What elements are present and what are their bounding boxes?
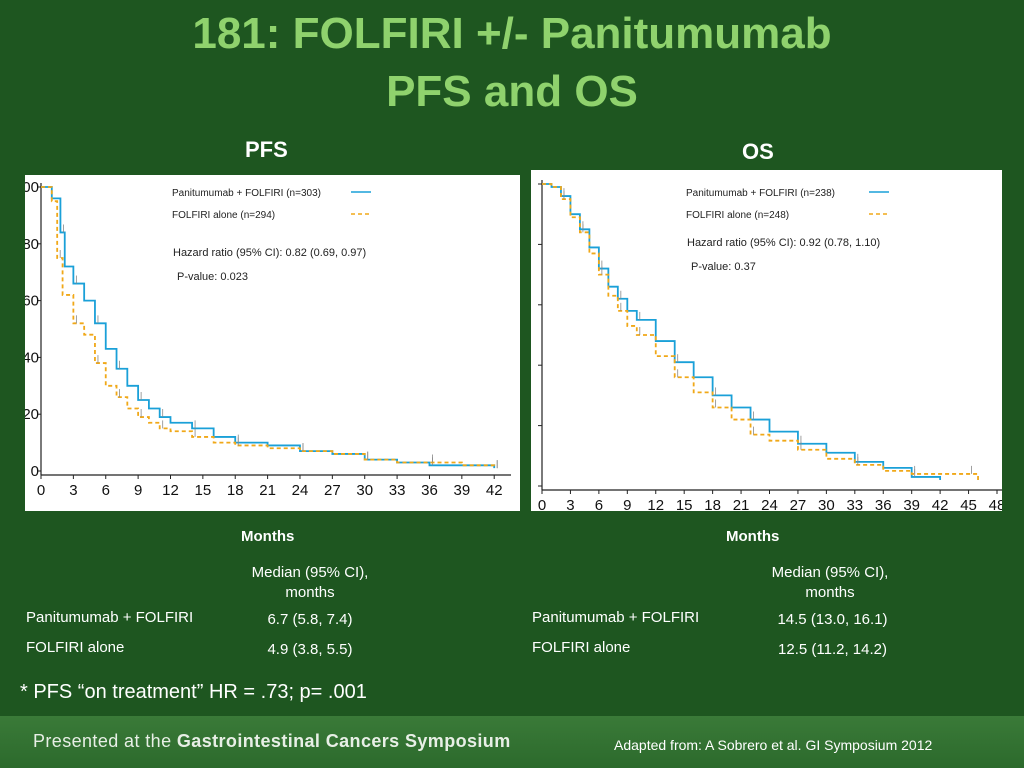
x-tick-label: 39 [903, 497, 920, 511]
x-tick-label: 9 [623, 497, 631, 511]
x-tick-label: 3 [69, 482, 77, 499]
pfs-chart-svg: 02040608010003691215182124273033363942Pa… [25, 179, 511, 499]
y-tick-label: 20 [25, 406, 39, 423]
x-tick-label: 0 [37, 482, 45, 499]
x-tick-label: 42 [932, 497, 949, 511]
footer-bar: Presented at the Gastrointestinal Cancer… [0, 716, 1024, 768]
x-tick-label: 33 [846, 497, 863, 511]
footnote: * PFS “on treatment” HR = .73; p= .001 [20, 681, 367, 703]
os-row-arm-1: Panitumumab + FOLFIRI [532, 609, 700, 626]
x-tick-label: 24 [761, 497, 778, 511]
x-tick-label: 21 [259, 482, 276, 499]
panitumumab-folfiri-curve [542, 183, 942, 480]
x-tick-label: 24 [292, 482, 309, 499]
hazard-ratio-text: Hazard ratio (95% CI): 0.82 (0.69, 0.97) [173, 247, 366, 259]
legend-label: FOLFIRI alone (n=294) [172, 210, 275, 221]
x-tick-label: 3 [566, 497, 574, 511]
os-row-value-1: 14.5 (13.0, 16.1) [777, 611, 888, 628]
x-tick-label: 27 [790, 497, 807, 511]
x-tick-label: 9 [134, 482, 142, 499]
x-tick-label: 12 [162, 482, 179, 499]
pfs-row-value-1: 6.7 (5.8, 7.4) [267, 611, 353, 628]
x-tick-label: 18 [227, 482, 244, 499]
x-tick-label: 6 [595, 497, 603, 511]
pfs-table-header: Median (95% CI), months [251, 564, 369, 601]
os-row-value-2: 12.5 (11.2, 14.2) [778, 641, 887, 658]
x-tick-label: 15 [676, 497, 693, 511]
x-tick-label: 12 [647, 497, 664, 511]
p-value-text: P-value: 0.37 [691, 261, 756, 273]
x-tick-label: 33 [389, 482, 406, 499]
presented-prefix: Presented at the [33, 731, 172, 751]
os-chart-svg: 0 3 6 9 12 15 18 21 24 27 30 33 36 39 42 45 48Panitumuma… [538, 180, 1002, 511]
panitumumab-folfiri-curve [41, 186, 496, 469]
x-tick-label: 36 [421, 482, 438, 499]
x-tick-label: 27 [324, 482, 341, 499]
y-tick-label: 80 [25, 236, 39, 253]
source-citation: Adapted from: A Sobrero et al. GI Sympos… [614, 737, 933, 753]
folfiri-alone-curve [41, 186, 496, 469]
legend-label: Panitumumab + FOLFIRI (n=238) [686, 188, 835, 199]
pfs-row-value-2: 4.9 (3.8, 5.5) [267, 641, 353, 658]
x-tick-label: 39 [453, 482, 470, 499]
folfiri-alone-curve [542, 183, 979, 483]
p-value-text: P-value: 0.023 [177, 271, 248, 283]
y-tick-label: 100 [25, 179, 39, 196]
os-kaplan-meier-chart: 0 3 6 9 12 15 18 21 24 27 30 33 36 39 42 45 48 Panitumuma… [531, 170, 1002, 511]
pfs-panel-title: PFS [245, 137, 288, 162]
pfs-x-axis-label: Months [241, 528, 295, 545]
x-tick-label: 30 [356, 482, 373, 499]
slide-title-line1: 181: FOLFIRI +/- Panitumumab [192, 9, 832, 58]
presented-event: Gastrointestinal Cancers Symposium [176, 731, 511, 751]
legend-label: FOLFIRI alone (n=248) [686, 210, 789, 221]
slide-title-line2: PFS and OS [386, 67, 638, 116]
x-tick-label: 0 [538, 497, 546, 511]
os-table-header: Median (95% CI), months [771, 564, 889, 601]
pfs-row-arm-1: Panitumumab + FOLFIRI [26, 609, 194, 626]
y-tick-label: 0 [31, 463, 39, 480]
pfs-kaplan-meier-chart: 02040608010003691215182124273033363942Pa… [25, 175, 520, 511]
x-tick-label: 30 [818, 497, 835, 511]
x-tick-label: 45 [960, 497, 977, 511]
legend-label: Panitumumab + FOLFIRI (n=303) [172, 188, 321, 199]
x-tick-label: 15 [195, 482, 212, 499]
os-row-arm-2: FOLFIRI alone [532, 639, 631, 656]
os-panel-title: OS [742, 139, 774, 164]
y-tick-label: 40 [25, 349, 39, 366]
os-x-axis-label: Months [726, 528, 780, 545]
hazard-ratio-text: Hazard ratio (95% CI): 0.92 (0.78, 1.10) [687, 237, 880, 249]
pfs-row-arm-2: FOLFIRI alone [26, 639, 125, 656]
x-tick-label: 18 [704, 497, 721, 511]
x-tick-label: 21 [733, 497, 750, 511]
y-tick-label: 60 [25, 293, 39, 310]
x-tick-label: 48 [989, 497, 1002, 511]
presented-at-text: Presented at the Gastrointestinal Cancer… [33, 731, 511, 752]
x-tick-label: 36 [875, 497, 892, 511]
x-tick-label: 6 [102, 482, 110, 499]
x-tick-label: 42 [486, 482, 503, 499]
